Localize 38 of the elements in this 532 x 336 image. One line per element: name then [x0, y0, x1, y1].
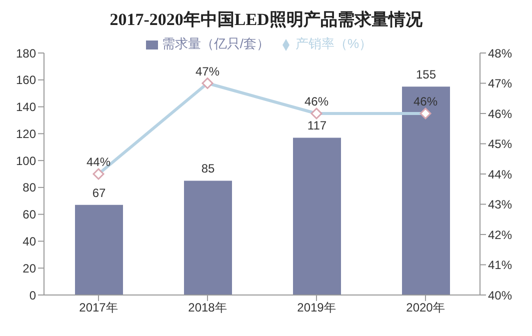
y-tick-label: 20 — [22, 261, 36, 276]
bar — [75, 204, 123, 295]
data-label: 155 — [416, 68, 436, 82]
y-tick-label: 0 — [29, 288, 36, 302]
data-label: 117 — [307, 118, 327, 133]
bar — [402, 86, 450, 295]
x-tick-label: 2018年 — [188, 300, 227, 315]
y-tick-label: 140 — [16, 100, 36, 114]
y-tick-label: 80 — [22, 180, 36, 195]
y-tick-label: 60 — [22, 208, 36, 222]
legend-label: 产销率（%） — [296, 36, 372, 51]
bar — [184, 180, 232, 295]
y-tick-label: 100 — [16, 154, 36, 168]
y-tick-label: 160 — [16, 73, 36, 88]
y2-tick-label: 43% — [488, 198, 512, 212]
x-tick-label: 2017年 — [79, 300, 118, 315]
data-label: 67 — [92, 186, 106, 200]
legend-label: 需求量（亿只/套） — [162, 36, 270, 51]
y2-tick-label: 42% — [488, 228, 512, 242]
y2-tick-label: 46% — [488, 106, 512, 121]
y-tick-label: 120 — [16, 126, 36, 141]
bar — [293, 138, 341, 295]
y2-tick-label: 40% — [488, 288, 512, 302]
x-tick-label: 2020年 — [406, 300, 445, 315]
chart-title: 2017-2020年中国LED照明产品需求量情况 — [108, 9, 424, 31]
y2-tick-label: 44% — [488, 167, 512, 182]
x-tick-label: 2019年 — [297, 300, 336, 315]
y-tick-label: 180 — [16, 46, 36, 60]
data-label: 46% — [413, 94, 438, 108]
y2-tick-label: 47% — [488, 76, 512, 91]
y2-tick-label: 41% — [488, 258, 512, 272]
data-label: 47% — [195, 64, 220, 78]
data-label: 46% — [304, 94, 329, 108]
data-label: 85 — [201, 162, 215, 176]
y-tick-label: 40 — [22, 234, 36, 248]
data-label: 44% — [86, 155, 111, 169]
y2-tick-label: 48% — [488, 46, 512, 60]
y2-tick-label: 45% — [488, 137, 512, 152]
